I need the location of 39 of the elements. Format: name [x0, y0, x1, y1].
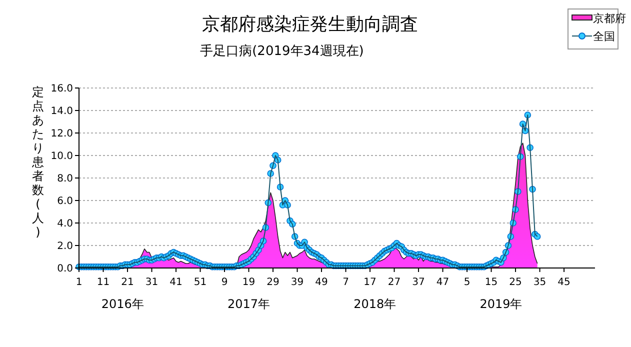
x-tick-label: 39 — [290, 277, 304, 288]
y-tick-label: 4.0 — [57, 218, 73, 230]
x-tick-label: 7 — [342, 277, 349, 288]
y-tick-label: 10.0 — [50, 151, 73, 162]
x-tick-label: 45 — [558, 277, 570, 288]
y-tick-label: 8.0 — [57, 174, 73, 184]
x-tick-label: 47 — [436, 277, 450, 288]
x-tick-label: 31 — [145, 277, 158, 288]
x-tick-label: 17 — [364, 277, 376, 288]
x-tick-label: 51 — [194, 277, 207, 288]
chart-subtitle: 手足口病(2019年34週現在) — [200, 44, 364, 59]
x-tick-label: 35 — [533, 277, 546, 288]
x-tick-label: 9 — [221, 277, 228, 288]
x-tick-label: 19 — [242, 277, 256, 288]
x-tick-label: 25 — [509, 277, 522, 288]
y-tick-label: 2.0 — [57, 241, 73, 252]
text: 2016年 — [101, 297, 144, 311]
chart-title: 京都府感染症発生動向調査 — [202, 14, 418, 35]
text: 2018年 — [354, 297, 396, 311]
x-tick-label: 49 — [315, 277, 328, 288]
legend-label: 全国 — [593, 30, 615, 43]
y-tick-label: 16.0 — [50, 84, 73, 94]
x-tick-label: 27 — [388, 277, 401, 288]
legend-label: 京都府 — [593, 12, 626, 25]
y-tick-label: 14.0 — [50, 106, 73, 117]
text: 2017年 — [227, 297, 270, 311]
x-tick-label: 5 — [464, 277, 470, 288]
x-tick-label: 29 — [266, 277, 280, 288]
text: 定点あたり患者数(人) — [32, 85, 44, 239]
y-tick-label: 6.0 — [57, 196, 73, 207]
y-tick-label: 12.0 — [50, 128, 73, 140]
x-tick-label: 41 — [170, 277, 182, 288]
x-tick-label: 37 — [412, 277, 425, 288]
x-tick-label: 21 — [121, 277, 134, 288]
text: 2019年 — [480, 297, 522, 311]
x-tick-label: 15 — [484, 277, 498, 288]
x-tick-label: 1 — [76, 277, 82, 288]
y-tick-label: 0.0 — [57, 264, 73, 274]
x-tick-label: 11 — [96, 277, 110, 288]
